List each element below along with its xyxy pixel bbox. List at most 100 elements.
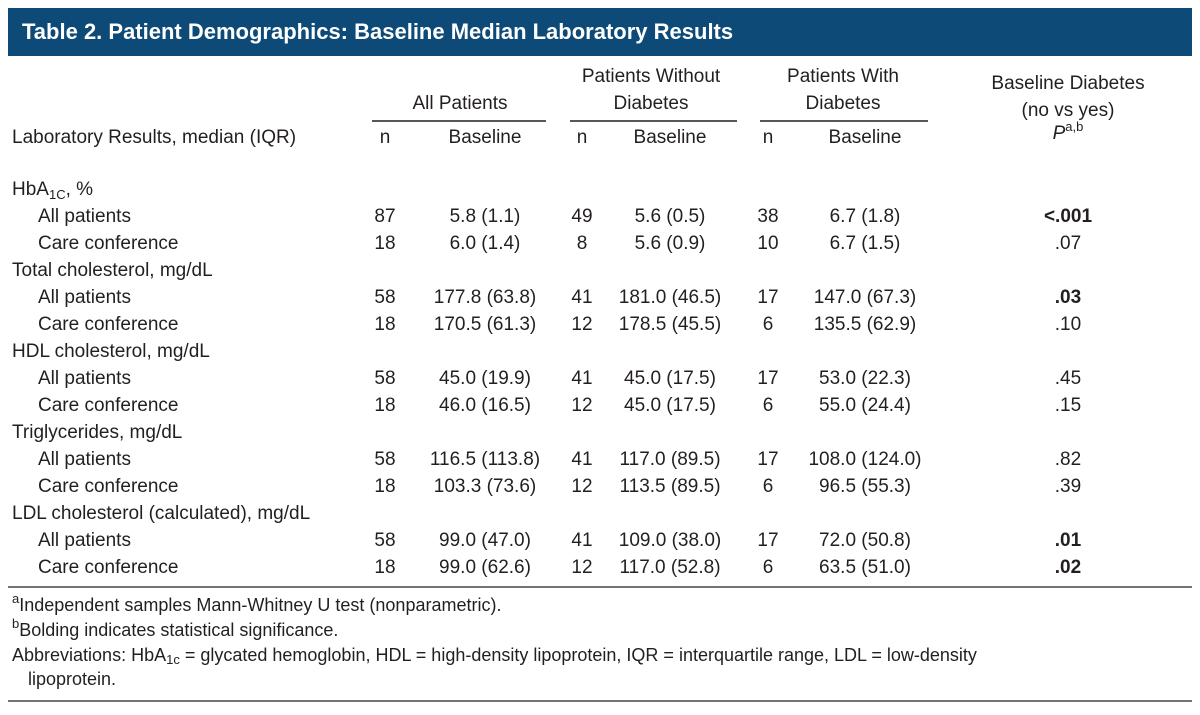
cell: 17 [757, 287, 778, 308]
cell: 6.7 (1.8) [830, 206, 901, 227]
cell: 41 [571, 449, 592, 470]
cell: 5.6 (0.5) [635, 206, 706, 227]
footnote-mark: a [12, 591, 20, 606]
cell: 10 [757, 233, 778, 254]
p-value: .15 [1055, 395, 1081, 416]
p-symbol: P [1053, 123, 1066, 144]
cell: 45.0 (17.5) [624, 368, 716, 389]
row-label: Care conference [38, 314, 178, 335]
cell: 6 [763, 395, 774, 416]
p-value: .39 [1055, 476, 1081, 497]
cell: 18 [374, 233, 395, 254]
cell: 5.6 (0.9) [635, 233, 706, 254]
cell: 72.0 (50.8) [819, 530, 911, 551]
cell: 41 [571, 287, 592, 308]
cell: 45.0 (19.9) [439, 368, 531, 389]
cell: 181.0 (46.5) [619, 287, 721, 308]
section-label: HbA1C, % [12, 179, 93, 202]
cell: 6 [763, 557, 774, 578]
cell: 17 [757, 449, 778, 470]
cell: 18 [374, 557, 395, 578]
baseline-header: Baseline [449, 127, 522, 148]
cell: 116.5 (113.8) [430, 449, 540, 470]
cell: 55.0 (24.4) [819, 395, 911, 416]
cell: 18 [374, 314, 395, 335]
cell: 58 [374, 530, 395, 551]
abbreviations: Abbreviations: HbA1c = glycated hemoglob… [12, 645, 977, 668]
group-header: Patients Without [582, 66, 721, 87]
cell: 96.5 (55.3) [819, 476, 911, 497]
cell: 178.5 (45.5) [619, 314, 721, 335]
cell: 12 [571, 476, 592, 497]
cell: 109.0 (38.0) [619, 530, 721, 551]
section-label: HDL cholesterol, mg/dL [12, 341, 210, 362]
group-header: All Patients [412, 93, 507, 114]
p-value: <.001 [1044, 206, 1093, 227]
title-bar [8, 8, 1192, 56]
cell: 8 [577, 233, 588, 254]
cell: 17 [757, 368, 778, 389]
section-label-text: Triglycerides, mg/dL [12, 422, 182, 443]
p-value: .10 [1055, 314, 1081, 335]
footnote-mark: b [12, 616, 19, 631]
cell: 17 [757, 530, 778, 551]
section-label: Triglycerides, mg/dL [12, 422, 182, 443]
cell: 117.0 (52.8) [619, 557, 720, 578]
cell: 6.7 (1.5) [830, 233, 901, 254]
baseline-header: Baseline [829, 127, 902, 148]
p-header: Baseline Diabetes [991, 73, 1144, 94]
footnote: bBolding indicates statistical significa… [12, 616, 338, 639]
p-value: .03 [1055, 287, 1081, 308]
header-label: Laboratory Results, median (IQR) [12, 127, 296, 148]
cell: 58 [374, 449, 395, 470]
section-label-text: LDL cholesterol (calculated), mg/dL [12, 503, 310, 524]
footnote-text: Bolding indicates statistical significan… [19, 620, 338, 640]
section-label-text: Total cholesterol, mg/dL [12, 260, 213, 281]
footnote-text: Independent samples Mann-Whitney U test … [19, 595, 501, 615]
group-header: Diabetes [806, 93, 881, 114]
cell: 41 [571, 530, 592, 551]
n-header: n [380, 127, 391, 148]
cell: 63.5 (51.0) [819, 557, 911, 578]
p-value: .02 [1055, 557, 1081, 578]
cell: 6.0 (1.4) [450, 233, 521, 254]
row-label: Care conference [38, 395, 178, 416]
cell: 12 [571, 395, 592, 416]
cell: 41 [571, 368, 592, 389]
baseline-header: Baseline [634, 127, 707, 148]
cell: 103.3 (73.6) [434, 476, 536, 497]
row-label: All patients [38, 368, 131, 389]
cell: 6 [763, 476, 774, 497]
p-header: (no vs yes) [1022, 100, 1115, 121]
cell: 5.8 (1.1) [450, 206, 521, 227]
abbreviations-text: = glycated hemoglobin, HDL = high-densit… [180, 645, 977, 665]
cell: 53.0 (22.3) [819, 368, 911, 389]
table-title: Table 2. Patient Demographics: Baseline … [22, 19, 733, 44]
cell: 18 [374, 476, 395, 497]
p-value: .45 [1055, 368, 1081, 389]
subscript: 1c [166, 652, 180, 667]
section-label: Total cholesterol, mg/dL [12, 260, 213, 281]
section-label-text: HbA [12, 179, 49, 200]
cell: 113.5 (89.5) [619, 476, 720, 497]
p-value: .01 [1055, 530, 1082, 551]
cell: 58 [374, 287, 395, 308]
section-label-text: HDL cholesterol, mg/dL [12, 341, 210, 362]
cell: 58 [374, 368, 395, 389]
cell: 99.0 (47.0) [439, 530, 531, 551]
cell: 18 [374, 395, 395, 416]
row-label: All patients [38, 449, 131, 470]
cell: 135.5 (62.9) [814, 314, 916, 335]
cell: 49 [571, 206, 592, 227]
cell: 12 [571, 557, 592, 578]
row-label: All patients [38, 287, 131, 308]
abbreviations-text: Abbreviations: HbA [12, 645, 166, 665]
cell: 117.0 (89.5) [619, 449, 720, 470]
group-header: Patients With [787, 66, 899, 87]
p-symbol-header: Pa,b [1053, 119, 1084, 144]
section-label: LDL cholesterol (calculated), mg/dL [12, 503, 310, 524]
cell: 177.8 (63.8) [434, 287, 536, 308]
cell: 46.0 (16.5) [439, 395, 531, 416]
